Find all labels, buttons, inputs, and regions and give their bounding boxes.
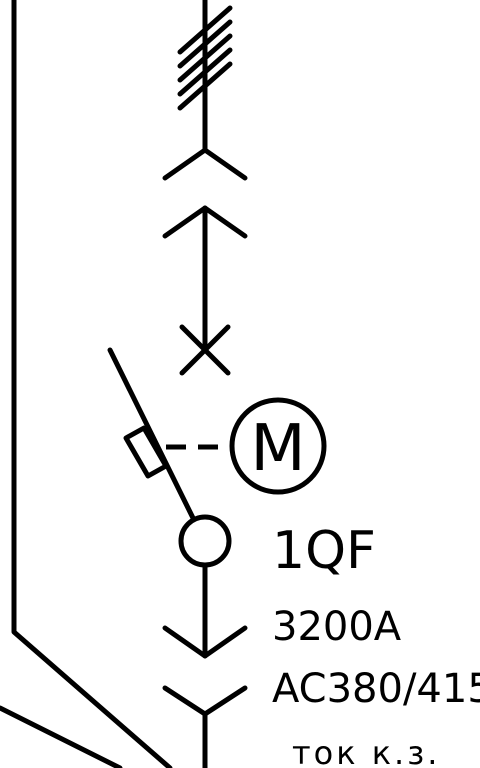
phase-ticks — [177, 5, 233, 111]
left-frame-line — [11, 0, 173, 768]
breaker-blade — [107, 347, 196, 521]
plug-contact-bottom-upper — [162, 625, 248, 659]
diagonal-feeder-line — [0, 705, 123, 768]
motor-drive-circle — [229, 397, 327, 495]
breaker-rated-current: 3200A — [272, 604, 402, 650]
plug-contact-bottom-lower — [162, 685, 248, 717]
short-circuit-label: ток к.з. — [292, 734, 440, 768]
breaker-actuator — [123, 425, 169, 479]
plug-contact-upper — [162, 147, 248, 181]
breaker-voltage: AC380/415 — [272, 666, 480, 712]
breaker-designation: 1QF — [272, 521, 376, 581]
breaker-contact-circle — [178, 514, 232, 568]
disconnector-cross — [179, 324, 231, 376]
motor-drive-label: M — [250, 412, 305, 486]
